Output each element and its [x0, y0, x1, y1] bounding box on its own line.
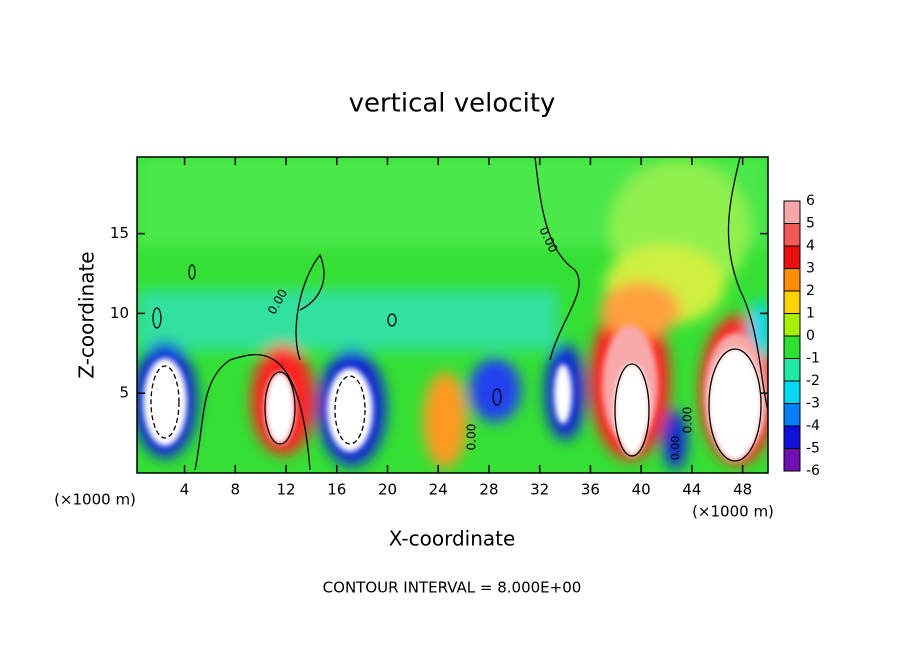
colorbar-label: -4	[806, 418, 820, 434]
contour-label: 0.00	[681, 407, 695, 434]
x-tick-label: 40	[632, 481, 651, 499]
x-tick-label: 20	[378, 481, 397, 499]
x-tick-label: 4	[180, 481, 190, 499]
colorbar-box	[783, 335, 801, 359]
colorbar-box	[783, 223, 801, 247]
y-tick-label: 15	[110, 224, 129, 242]
colorbar-box	[783, 313, 801, 337]
x-tick-label: 24	[429, 481, 448, 499]
colorbar-label: -3	[806, 396, 820, 412]
plot-frame	[136, 156, 769, 474]
colorbar-label: 5	[806, 216, 815, 232]
annotation: CONTOUR INTERVAL = 8.000E+00	[323, 579, 582, 597]
x-tick-label: 48	[733, 481, 752, 499]
colorbar-label: 3	[806, 261, 815, 277]
x-unit-label: (×1000 m)	[54, 491, 136, 509]
chart-title: vertical velocity	[349, 89, 556, 119]
colorbar-label: 6	[806, 193, 815, 209]
colorbar-label: 1	[806, 306, 815, 322]
x-tick-label: 16	[327, 481, 346, 499]
colorbar-box	[783, 403, 801, 427]
colorbar-label: 4	[806, 238, 815, 254]
x-tick-label: 12	[276, 481, 295, 499]
x-axis-title: X-coordinate	[389, 527, 516, 551]
colorbar-label: -5	[806, 441, 820, 457]
colorbar-box	[783, 358, 801, 382]
y-tick-label: 10	[110, 304, 129, 322]
colorbar-box	[783, 268, 801, 292]
colorbar-label: -2	[806, 373, 820, 389]
contour-label: 0.00	[465, 424, 479, 451]
x-tick-label: 32	[530, 481, 549, 499]
colorbar-label: -1	[806, 351, 820, 367]
colorbar-box	[783, 380, 801, 404]
colorbar-label: 0	[806, 328, 815, 344]
x-tick-label: 28	[479, 481, 498, 499]
x-unit-label: (×1000 m)	[692, 503, 774, 521]
x-tick-label: 8	[231, 481, 241, 499]
y-tick-label: 5	[119, 384, 129, 402]
contour-label: 0.00	[669, 436, 682, 461]
colorbar-label: 2	[806, 283, 815, 299]
colorbar-box	[783, 200, 801, 224]
y-axis-title: Z-coordinate	[75, 251, 99, 378]
colorbar-box	[783, 448, 801, 472]
colorbar-box	[783, 245, 801, 269]
x-tick-label: 44	[682, 481, 701, 499]
x-tick-label: 36	[581, 481, 600, 499]
colorbar-label: -6	[806, 463, 820, 479]
contour-field	[137, 157, 768, 473]
colorbar-box	[783, 425, 801, 449]
colorbar-box	[783, 290, 801, 314]
